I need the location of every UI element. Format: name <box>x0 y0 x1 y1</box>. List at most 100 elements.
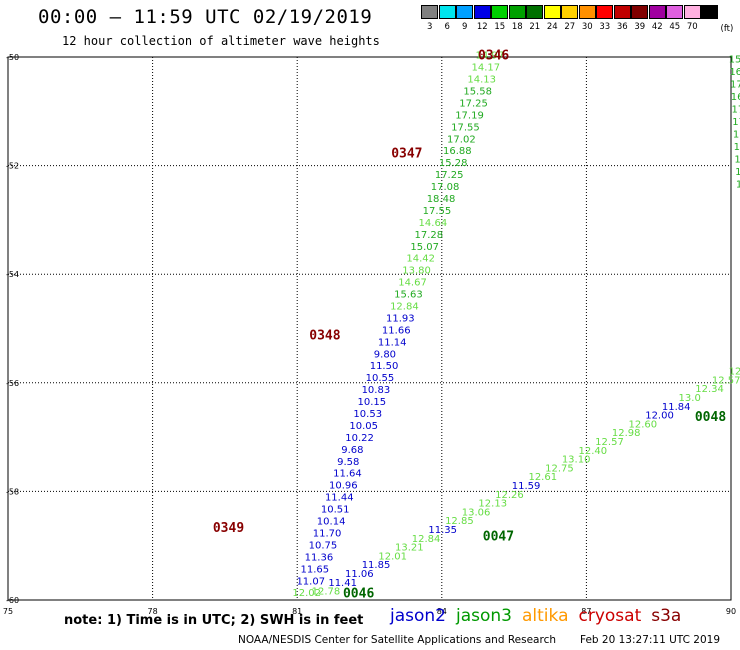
swh-value: 11.70 <box>313 528 342 539</box>
legend-swatch <box>438 5 456 19</box>
swh-value: 13.80 <box>402 266 431 277</box>
lon-tick-label: 90 <box>726 607 736 616</box>
legend-swatch <box>701 5 719 19</box>
footer-note: note: 1) Time is in UTC; 2) SWH is in fe… <box>64 613 364 628</box>
lon-tick-label: 78 <box>148 607 158 616</box>
swh-value: 11.50 <box>370 361 399 372</box>
legend-label: 12 <box>476 22 488 32</box>
swh-value: 12.60 <box>629 419 658 430</box>
swh-value: 11.84 <box>662 402 691 413</box>
swh-value: 18.48 <box>427 194 456 205</box>
swh-value: 15 <box>736 179 740 190</box>
lat-tick-label: -60 <box>6 596 19 605</box>
lat-tick-label: -54 <box>6 270 19 279</box>
legend-swatch <box>596 5 614 19</box>
swh-value: 12.57 <box>712 375 740 386</box>
legend-label: 39 <box>634 22 646 32</box>
swh-value: 17 <box>735 167 740 178</box>
swh-value: 14.97 <box>476 51 505 62</box>
lon-tick-label: 75 <box>3 607 13 616</box>
map-frame <box>7 56 732 601</box>
swh-value: 10.51 <box>321 505 350 516</box>
pass-time-label: 0349 <box>213 521 244 536</box>
swh-value: 12.01 <box>378 551 407 562</box>
legend-label: 3 <box>427 22 433 32</box>
swh-value: 17.02 <box>447 134 476 145</box>
legend-label: 45 <box>669 22 681 32</box>
swh-value: 12.78 <box>312 587 341 598</box>
lat-tick-label: -52 <box>6 162 19 171</box>
mission-label: altika <box>522 606 569 626</box>
swh-value: 16.1 <box>729 67 740 78</box>
legend-item: 39 <box>631 5 649 34</box>
swh-value: 13.21 <box>395 543 424 554</box>
legend-item: 42 <box>648 5 667 34</box>
swh-value: 17.19 <box>455 110 484 121</box>
page-title: 00:00 – 11:59 UTC 02/19/2019 <box>38 6 373 28</box>
legend-label: 15 <box>494 22 506 32</box>
swh-value: 9.68 <box>341 445 363 456</box>
swh-value: 10.05 <box>349 421 378 432</box>
swh-value: 13.06 <box>462 507 491 518</box>
legend-label: 33 <box>599 22 611 32</box>
swh-value: 10.15 <box>358 397 387 408</box>
swh-value: 14.67 <box>398 278 427 289</box>
swh-value: 17. <box>733 129 740 140</box>
legend-swatch <box>666 5 684 19</box>
legend-swatch <box>561 5 579 19</box>
legend-label: 21 <box>529 22 541 32</box>
legend-swatch <box>473 5 491 19</box>
legend-item: 30 <box>578 5 597 34</box>
swh-value: 11.85 <box>362 560 391 571</box>
swh-value: 17. <box>732 117 740 128</box>
swh-value: 14.17 <box>471 63 500 74</box>
swh-value: 17.25 <box>459 98 488 109</box>
legend-item: 21 <box>526 5 544 34</box>
legend-swatch <box>543 5 561 19</box>
legend-swatch <box>578 5 596 19</box>
swh-value: 12.75 <box>545 463 574 474</box>
footer-timestamp: Feb 20 13:27:11 UTC 2019 <box>580 634 720 646</box>
swh-value: 14.42 <box>406 254 435 265</box>
swh-value: 11.59 <box>512 481 541 492</box>
swh-value: 11.14 <box>378 337 407 348</box>
legend-swatch <box>421 5 439 19</box>
swh-value: 10.53 <box>353 409 382 420</box>
swh-value: 12.13 <box>478 499 507 510</box>
swh-value: 12.61 <box>528 472 557 483</box>
swh-value: 13.0 <box>679 393 701 404</box>
swh-value: 11.35 <box>428 525 457 536</box>
swh-value: 11.65 <box>301 564 330 575</box>
swh-value: 9.58 <box>337 457 359 468</box>
pass-time-label: 0348 <box>309 328 340 343</box>
swh-value: 12.00 <box>645 411 674 422</box>
legend-label: 70 <box>686 22 698 32</box>
swh-value: 12.8 <box>729 367 740 378</box>
swh-value: 15.28 <box>439 158 468 169</box>
pass-time-label: 0046 <box>343 586 374 601</box>
legend-label: 27 <box>564 22 576 32</box>
legend-swatch <box>491 5 509 19</box>
swh-value: 17.55 <box>451 122 480 133</box>
swh-value: 17.55 <box>423 206 452 217</box>
footer-credit: NOAA/NESDIS Center for Satellite Applica… <box>238 634 556 646</box>
legend-swatch <box>613 5 631 19</box>
legend-label: 36 <box>616 22 628 32</box>
swh-value: 13.10 <box>562 455 591 466</box>
mission-label: s3a <box>651 606 682 626</box>
legend-label: 42 <box>651 22 663 32</box>
page-subtitle: 12 hour collection of altimeter wave hei… <box>62 34 380 48</box>
legend-item: 3 <box>421 5 439 34</box>
lat-tick-label: -50 <box>6 53 19 62</box>
lon-tick-label: 81 <box>292 607 302 616</box>
legend-item: 27 <box>561 5 579 34</box>
color-legend: 3 6 9 12 15 18 21 24 27 30 33 36 39 42 45 70 (ft) <box>421 5 733 34</box>
mission-label: jason2 <box>390 606 446 626</box>
swh-value: 12.98 <box>612 428 641 439</box>
swh-value: 12.26 <box>495 490 524 501</box>
mission-label: jason3 <box>456 606 512 626</box>
swh-value: 11.06 <box>345 569 374 580</box>
swh-value: 10.14 <box>317 517 346 528</box>
legend-label: 30 <box>581 22 593 32</box>
swh-value: 12.57 <box>595 437 624 448</box>
